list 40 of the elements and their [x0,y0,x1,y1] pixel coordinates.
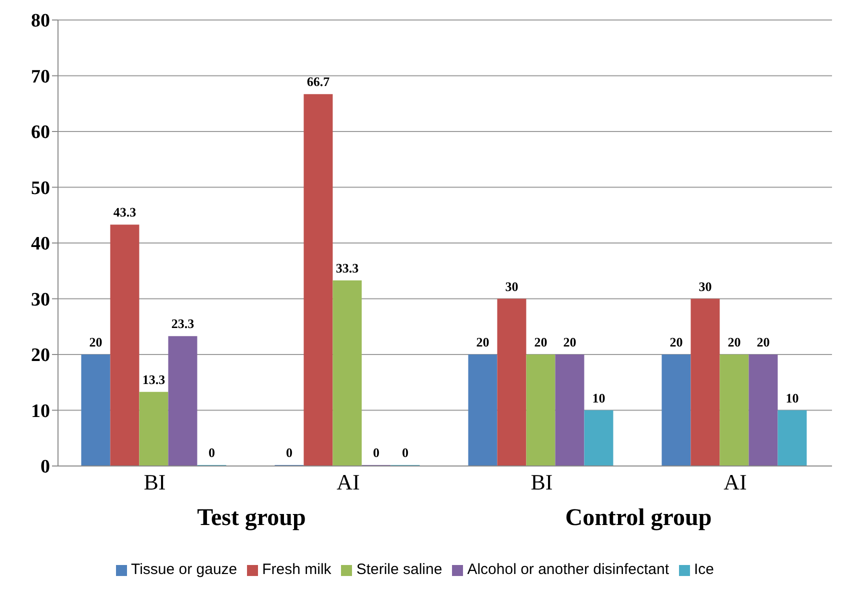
data-label: 30 [698,278,712,294]
legend-label: Ice [694,561,714,578]
data-label: 20 [728,334,741,350]
data-label: 23.3 [171,316,195,332]
data-label: 13.3 [142,372,166,387]
data-label: 0 [402,445,408,460]
y-tick-label: 10 [31,400,50,422]
y-tick-label: 30 [31,289,50,310]
x-tick-label: AI [336,470,360,495]
y-tick-label: 40 [31,234,50,255]
data-label: 30 [505,278,518,294]
data-label: 0 [372,445,380,460]
data-label: 20 [563,334,576,350]
legend-label: Tissue or gauze [130,561,238,578]
legend-label: Sterile saline [356,561,442,578]
data-label: 43.3 [113,204,137,220]
data-label: 20 [476,334,490,350]
data-label: 0 [208,445,215,460]
y-tick-label: 20 [31,345,50,366]
legend-label: Alcohol or another disinfectant [467,561,669,578]
text: Test group [196,505,307,532]
y-tick-label: 50 [31,178,50,199]
x-tick-label: BI [144,470,166,495]
data-label: 20 [89,334,102,350]
data-label: 20 [534,334,548,350]
y-tick-label: 70 [31,66,50,88]
y-tick-label: 60 [31,122,50,144]
data-label: 10 [592,390,606,406]
y-tick-label: 0 [40,456,50,478]
data-label: 10 [786,390,799,406]
data-label: 20 [670,334,683,350]
data-label: 0 [286,445,292,460]
data-label: 66.7 [306,74,330,90]
legend-label: Fresh milk [262,561,332,578]
x-tick-label: AI [724,470,747,495]
y-tick-label: 80 [31,10,50,32]
data-label: 33.3 [336,260,360,276]
x-tick-label: BI [530,470,553,495]
data-label: 20 [756,334,770,350]
text: Control group [564,505,713,532]
